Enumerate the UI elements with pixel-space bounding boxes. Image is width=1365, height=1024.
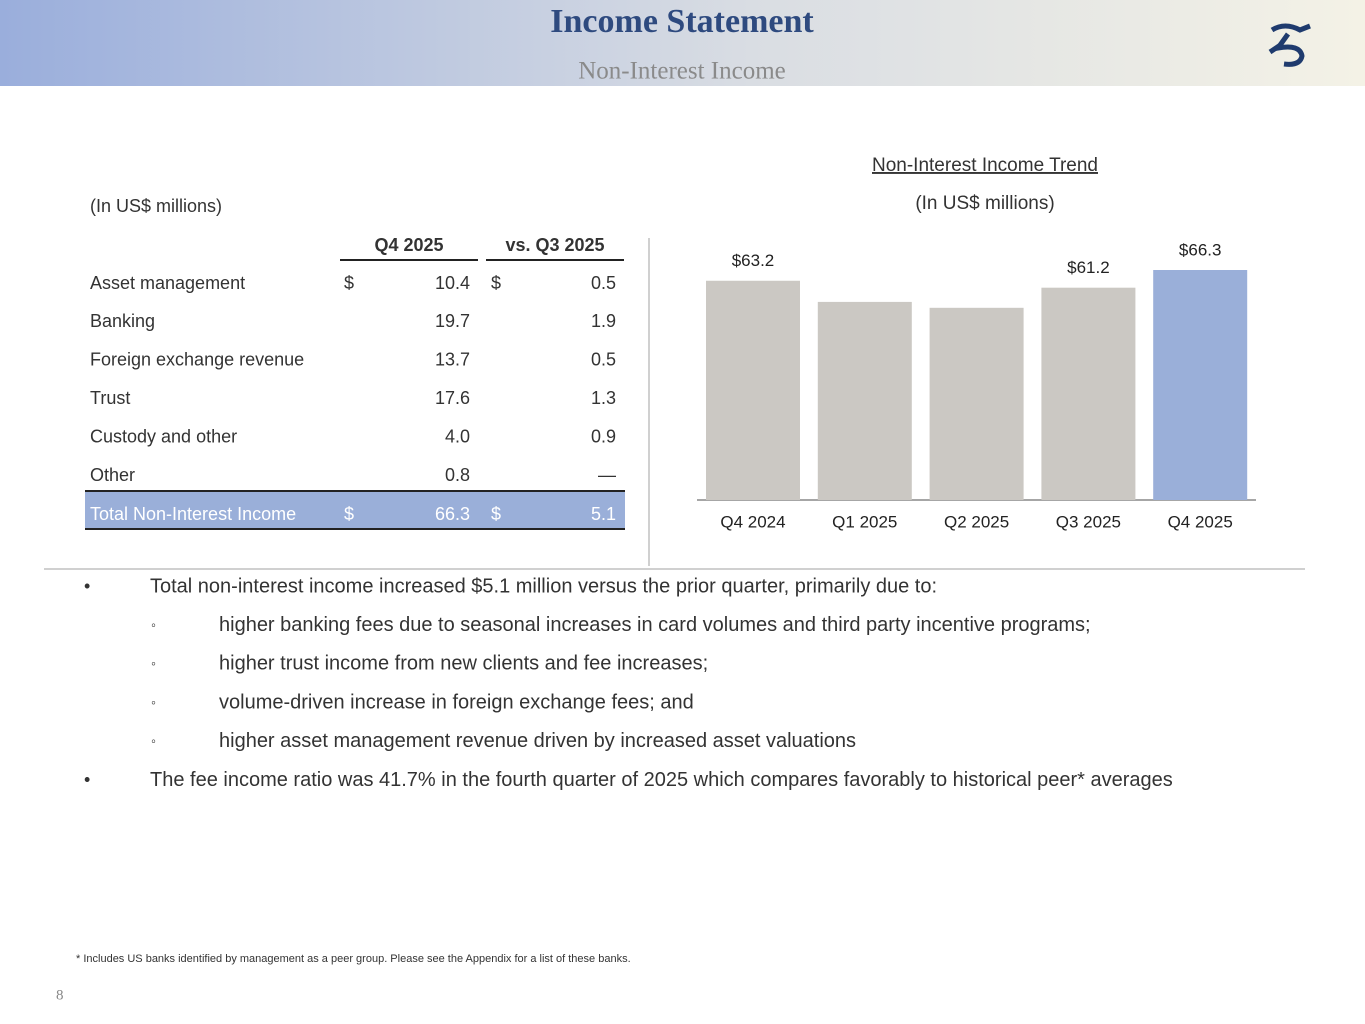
cell: 5.1: [591, 504, 616, 524]
page-number: 8: [56, 987, 64, 1003]
logo: [1268, 23, 1311, 67]
bar: [706, 280, 800, 500]
sub-bullet-text: higher trust income from new clients and…: [219, 653, 708, 675]
sub-bullet: ◦: [151, 616, 156, 632]
row-label: Total Non-Interest Income: [90, 504, 296, 524]
bar: [929, 307, 1024, 500]
cell: 1.9: [591, 311, 616, 331]
bullet: •: [84, 576, 90, 596]
cell: 10.4: [435, 273, 470, 293]
bar: [1041, 287, 1136, 500]
cell: 0.5: [591, 350, 616, 370]
total-band: [85, 492, 625, 529]
bullet: •: [84, 769, 90, 789]
x-tick-label: Q2 2025: [944, 512, 1009, 531]
cell: 4.0: [445, 426, 470, 446]
row-label: Other: [90, 465, 135, 485]
bullet-text: Total non-interest income increased $5.1…: [150, 575, 937, 597]
cell: $: [344, 504, 354, 524]
cell: 66.3: [435, 504, 470, 524]
sub-bullet: ◦: [151, 655, 156, 671]
bar: [817, 301, 912, 500]
cell: 0.9: [591, 426, 616, 446]
chart-subtitle: (In US$ millions): [915, 193, 1054, 214]
cell: 19.7: [435, 311, 470, 331]
row-label: Custody and other: [90, 426, 237, 446]
row-label: Banking: [90, 311, 155, 331]
bullet-text: The fee income ratio was 41.7% in the fo…: [150, 769, 1173, 791]
chart-title: Non-Interest Income Trend: [872, 155, 1098, 176]
unit-note: (In US$ millions): [90, 196, 222, 216]
cell: 17.6: [435, 388, 470, 408]
cell: 0.5: [591, 273, 616, 293]
header-band: [0, 0, 1365, 86]
footnote: * Includes US banks identified by manage…: [76, 953, 631, 965]
row-label: Foreign exchange revenue: [90, 350, 304, 370]
row-label: Asset management: [90, 273, 245, 293]
column-header: vs. Q3 2025: [505, 235, 604, 255]
cell: $: [491, 273, 501, 293]
data-label: $63.2: [732, 251, 775, 270]
data-label: $66.3: [1179, 240, 1222, 259]
cell: $: [344, 273, 354, 293]
cell: 1.3: [591, 388, 616, 408]
sub-bullet: ◦: [151, 694, 156, 710]
row-label: Trust: [90, 388, 130, 408]
sub-bullet-text: volume-driven increase in foreign exchan…: [219, 691, 694, 713]
x-tick-label: Q3 2025: [1056, 512, 1121, 531]
cell: 13.7: [435, 350, 470, 370]
sub-bullet-text: higher banking fees due to seasonal incr…: [219, 614, 1091, 636]
cell: 0.8: [445, 465, 470, 485]
column-header: Q4 2025: [374, 235, 443, 255]
bar: [1153, 270, 1248, 500]
x-tick-label: Q4 2024: [720, 512, 785, 531]
slide-subtitle: Non-Interest Income: [578, 58, 786, 85]
sub-bullet: ◦: [151, 733, 156, 749]
x-tick-label: Q4 2025: [1168, 512, 1233, 531]
cell: $: [491, 504, 501, 524]
slide-title: Income Statement: [550, 3, 814, 40]
cell: —: [598, 465, 616, 485]
x-tick-label: Q1 2025: [832, 512, 897, 531]
data-label: $61.2: [1067, 258, 1110, 277]
sub-bullet-text: higher asset management revenue driven b…: [219, 730, 856, 752]
